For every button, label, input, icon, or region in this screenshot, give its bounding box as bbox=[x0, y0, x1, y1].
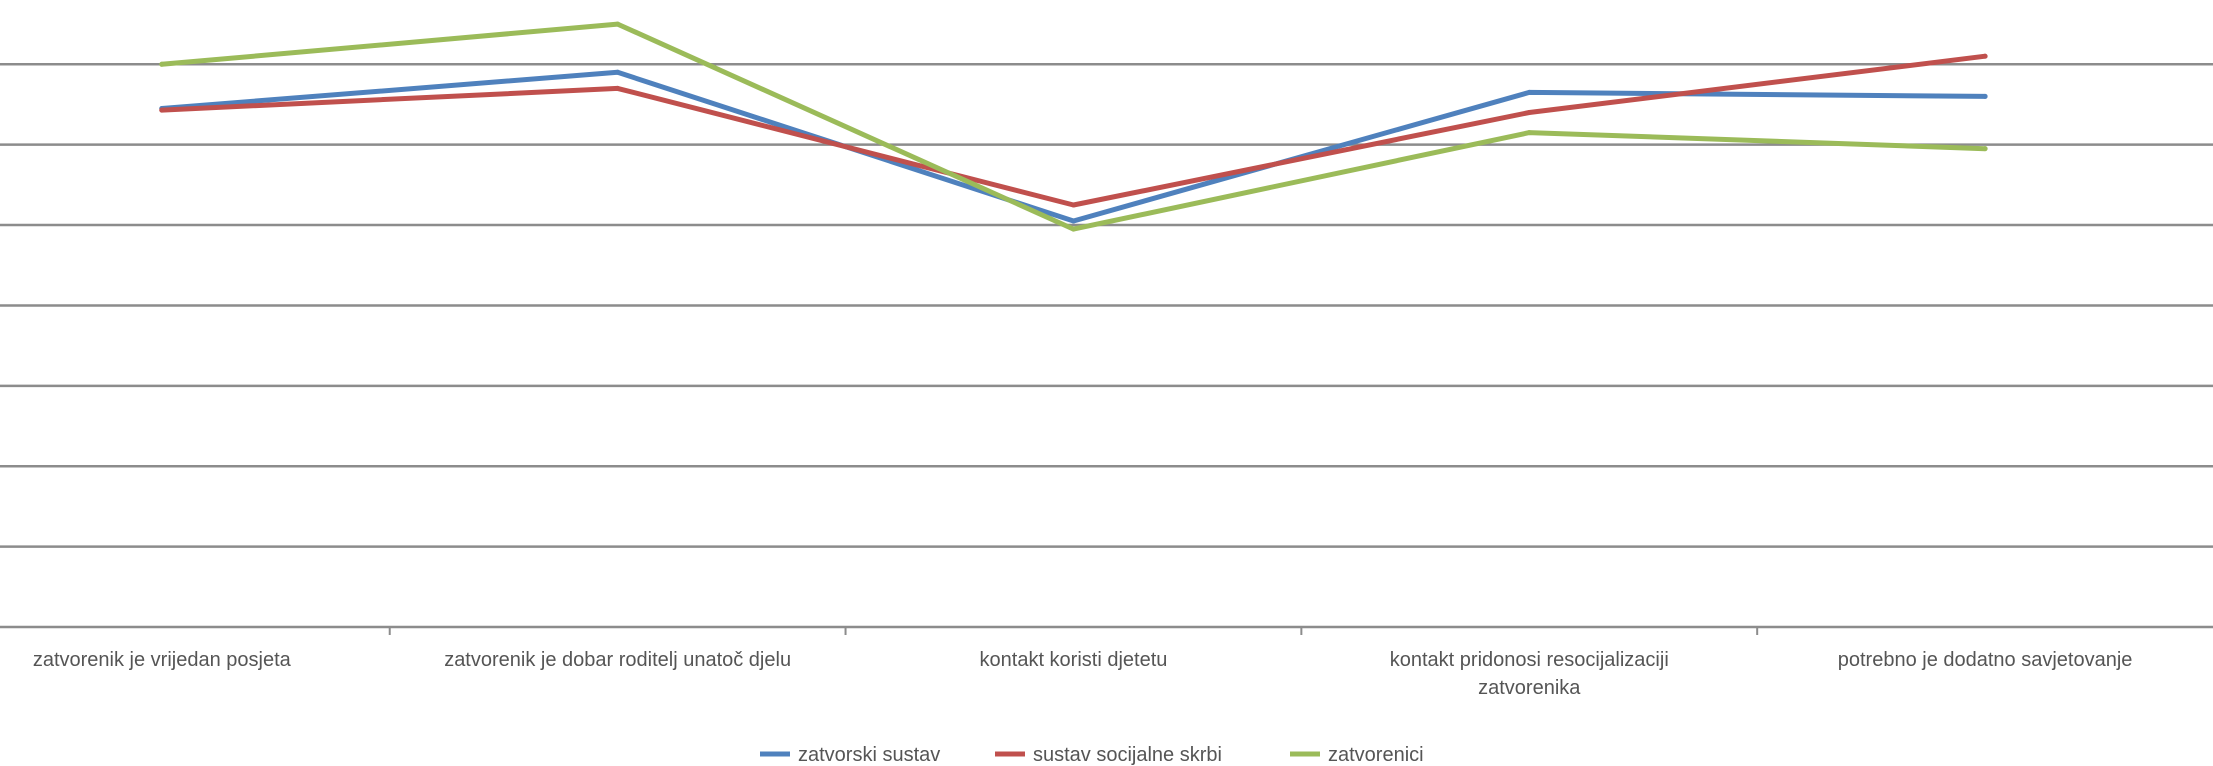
data-point bbox=[1982, 146, 1988, 152]
gridlines bbox=[0, 63, 2213, 548]
x-tick-label: potrebno je dodatno savjetovanje bbox=[1838, 649, 2133, 671]
data-point bbox=[615, 21, 621, 27]
series-lines bbox=[159, 21, 1988, 232]
data-point bbox=[159, 107, 165, 113]
x-tick-label: zatvorenik je vrijedan posjeta bbox=[33, 649, 292, 671]
x-tick-label: zatvorenik je dobar roditelj unatoč djel… bbox=[444, 649, 791, 671]
x-tick-label: kontakt pridonosi resocijalizaciji zatvor… bbox=[1390, 649, 1669, 699]
data-point bbox=[1526, 110, 1532, 116]
series-line bbox=[159, 53, 1988, 208]
data-point bbox=[1982, 53, 1988, 59]
data-point bbox=[1526, 89, 1532, 95]
data-point bbox=[1070, 218, 1076, 224]
data-point bbox=[615, 69, 621, 75]
data-point bbox=[1526, 130, 1532, 136]
x-axis bbox=[0, 625, 2213, 635]
legend-label: zatvorenici bbox=[1328, 744, 1424, 766]
legend-label: sustav socijalne skrbi bbox=[1033, 744, 1222, 766]
data-point bbox=[1982, 93, 1988, 99]
data-point bbox=[615, 85, 621, 91]
series-line bbox=[159, 21, 1988, 232]
data-point bbox=[1070, 226, 1076, 232]
data-point bbox=[159, 61, 165, 67]
legend-label: zatvorski sustav bbox=[798, 744, 940, 766]
data-point bbox=[1070, 202, 1076, 208]
legend: zatvorski sustav sustav socijalne skrbi za… bbox=[760, 744, 1424, 766]
x-tick-label: kontakt koristi djetetu bbox=[980, 649, 1168, 671]
x-tick-labels: zatvorenik je vrijedan posjeta zatvorenik… bbox=[33, 649, 2133, 699]
